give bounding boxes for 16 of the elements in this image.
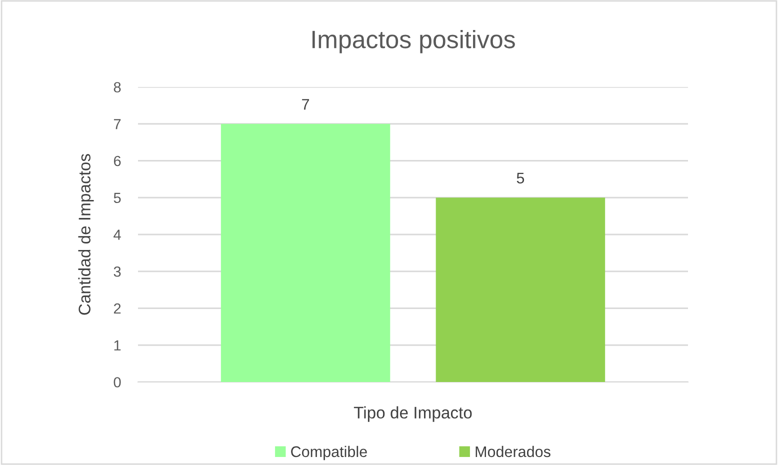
legend-label: Moderados <box>476 446 550 458</box>
y-tick-label: 3 <box>114 266 121 277</box>
y-tick-label: 4 <box>114 230 121 240</box>
y-tick-label: 8 <box>114 82 121 92</box>
y-tick-label: 5 <box>114 192 121 204</box>
y-tick-label: 7 <box>114 119 121 130</box>
data-label: 5 <box>516 172 524 184</box>
chart-title: Impactos positivos <box>312 30 515 54</box>
x-axis-title: Tipo de Impacto <box>354 406 472 422</box>
data-label: 7 <box>302 99 310 110</box>
y-tick-label: 6 <box>114 156 121 166</box>
legend-label: Compatible <box>291 446 367 460</box>
y-tick-label: 1 <box>114 340 121 350</box>
y-tick-label: 0 <box>114 377 121 388</box>
y-tick-label: 2 <box>114 303 121 314</box>
y-axis-title: Cantidad de Impactos <box>78 154 94 315</box>
